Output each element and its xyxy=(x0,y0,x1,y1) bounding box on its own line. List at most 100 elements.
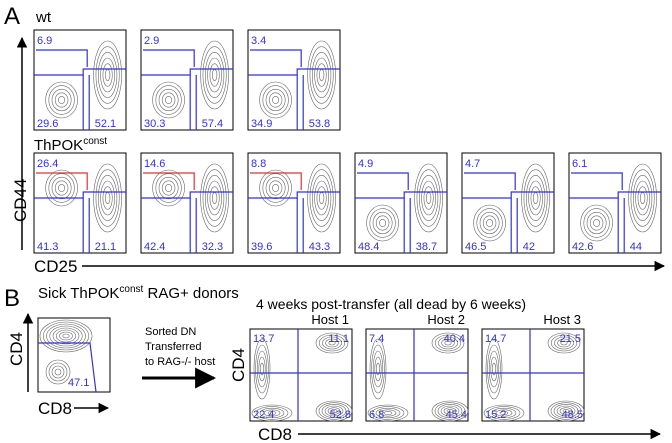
gate xyxy=(569,191,661,199)
contour xyxy=(371,406,405,420)
quadrant-value: 32.3 xyxy=(202,241,223,253)
contour xyxy=(635,180,650,216)
contour xyxy=(263,409,281,417)
panel-label: A xyxy=(4,3,20,30)
plot-frame xyxy=(33,29,127,131)
contour xyxy=(272,184,280,192)
contour xyxy=(260,362,264,376)
panel-label: B xyxy=(4,285,20,312)
contour xyxy=(207,180,222,216)
contour xyxy=(155,85,182,115)
gate xyxy=(357,172,409,190)
contour xyxy=(200,40,229,110)
contour xyxy=(559,407,573,415)
contour xyxy=(95,169,120,227)
quadrant-value: 2.9 xyxy=(144,35,159,47)
gate xyxy=(143,49,195,67)
quadrant-value: 14.7 xyxy=(485,333,506,345)
host-name: Host 1 xyxy=(311,312,349,327)
contour xyxy=(371,344,385,394)
contour xyxy=(580,204,613,242)
y-axis-label: CD44 xyxy=(11,179,30,222)
contour xyxy=(204,52,225,98)
contour xyxy=(251,404,293,422)
contour xyxy=(379,409,397,417)
contour xyxy=(59,331,73,341)
contour xyxy=(495,409,513,417)
contour xyxy=(54,368,62,376)
contour xyxy=(379,219,387,227)
contour xyxy=(268,180,283,196)
contour xyxy=(58,96,66,104)
quadrant-value: 38.7 xyxy=(416,241,437,253)
contour xyxy=(414,163,443,233)
contour xyxy=(158,88,179,112)
contour xyxy=(327,407,341,415)
plot-frame xyxy=(354,152,448,254)
quadrant-value: 40.4 xyxy=(444,333,465,345)
contour xyxy=(100,57,115,93)
host-name: Host 3 xyxy=(543,312,581,327)
contour xyxy=(375,407,401,419)
contour xyxy=(200,163,229,233)
contour xyxy=(51,88,72,112)
contour xyxy=(318,334,346,352)
contour xyxy=(482,215,497,231)
contour xyxy=(593,219,601,227)
contour xyxy=(207,57,222,93)
x-axis-label: CD8 xyxy=(38,399,72,418)
contour xyxy=(202,169,227,227)
gate xyxy=(34,68,126,76)
contour xyxy=(557,338,571,348)
contour xyxy=(325,338,339,348)
quadrant-value: 21.1 xyxy=(95,241,116,253)
contour xyxy=(443,407,457,415)
contour xyxy=(55,329,77,343)
transfer-text: Sorted DN xyxy=(145,326,196,338)
quadrant-value: 29.6 xyxy=(37,118,58,130)
contour xyxy=(492,362,496,376)
contour xyxy=(95,46,120,104)
contour xyxy=(369,338,387,400)
quadrant-value: 13.7 xyxy=(253,333,274,345)
quadrant-value: 4.9 xyxy=(358,158,373,170)
quadrant-value: 46.5 xyxy=(465,241,486,253)
gate xyxy=(38,342,97,393)
contour xyxy=(487,406,521,420)
quadrant-value: 45.4 xyxy=(446,409,467,421)
contour xyxy=(255,406,289,420)
contour xyxy=(367,404,409,422)
quadrant-value: 26.4 xyxy=(37,158,58,170)
contour xyxy=(490,356,498,382)
contour xyxy=(418,175,439,221)
contour xyxy=(45,359,71,385)
quadrant-value: 41.3 xyxy=(37,241,58,253)
gate xyxy=(462,191,554,199)
quadrant-value: 22.4 xyxy=(253,409,274,421)
contour xyxy=(423,186,434,210)
contour xyxy=(330,409,338,413)
gate xyxy=(36,49,88,67)
contour xyxy=(258,356,266,382)
contour xyxy=(311,52,332,98)
contour xyxy=(528,180,543,216)
contour xyxy=(54,92,69,108)
contour xyxy=(431,400,469,422)
contour xyxy=(499,411,509,415)
contour xyxy=(416,169,441,227)
quadrant-value: 42.4 xyxy=(144,241,165,253)
contour xyxy=(268,92,283,108)
contour xyxy=(51,176,72,200)
contour xyxy=(316,186,327,210)
gate xyxy=(143,172,195,190)
contour xyxy=(45,81,78,119)
contour xyxy=(45,169,78,207)
contour xyxy=(161,92,176,108)
y-axis-label: CD4 xyxy=(229,348,248,382)
contour xyxy=(309,169,334,227)
contour xyxy=(372,211,393,235)
contour xyxy=(100,180,115,216)
contour xyxy=(307,40,336,110)
contour xyxy=(253,338,271,400)
contour xyxy=(328,340,336,346)
